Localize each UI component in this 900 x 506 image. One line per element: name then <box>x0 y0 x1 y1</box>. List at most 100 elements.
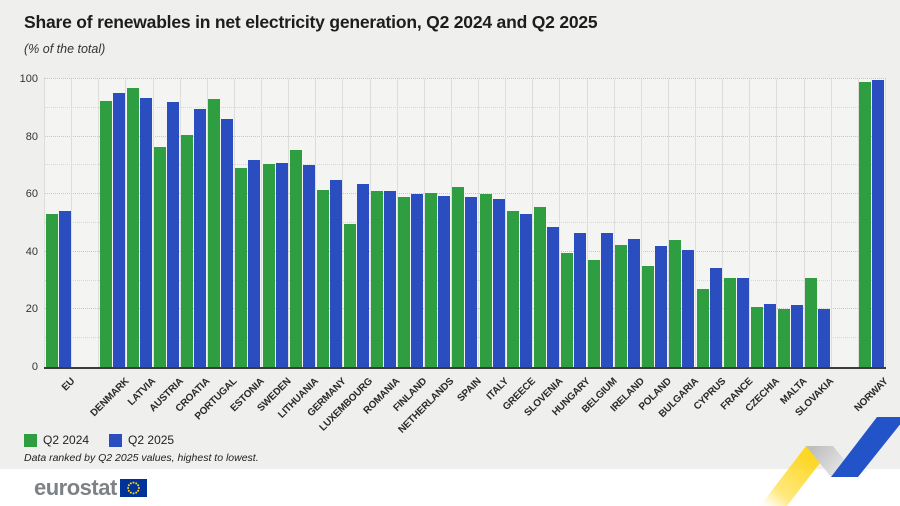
bar-q2-2025-belgium <box>601 233 614 367</box>
gridline-100 <box>44 78 886 79</box>
footer-bar: eurostat <box>0 469 900 506</box>
bar-q2-2024-slovenia <box>533 207 546 367</box>
legend-item-q2-2024: Q2 2024 <box>24 433 89 447</box>
bar-q2-2024-italy <box>479 194 492 367</box>
bar-pair <box>805 79 831 367</box>
category-slot-greece: GREECE <box>501 79 538 413</box>
category-slot-croatia: CROATIA <box>174 79 212 414</box>
category-slot-portugal: PORTUGAL <box>193 79 240 422</box>
bar-q2-2024-croatia <box>181 135 194 367</box>
bar-pair <box>642 79 668 367</box>
gridline-60 <box>44 193 886 195</box>
category-slot-belgium: BELGIUM <box>580 79 619 415</box>
bar-pair <box>126 79 152 367</box>
legend-item-q2-2025: Q2 2025 <box>109 433 174 447</box>
bar-pair <box>235 79 261 367</box>
bar-q2-2024-ireland <box>615 244 628 367</box>
bar-q2-2024-czechia <box>750 306 763 367</box>
bar-pair <box>479 79 505 367</box>
bar-pair <box>615 79 641 367</box>
legend: Q2 2024 Q2 2025 <box>24 433 174 447</box>
bar-pair <box>208 79 234 367</box>
bar-q2-2025-portugal <box>221 119 234 367</box>
eurostat-logo: eurostat <box>34 475 147 501</box>
eurostat-wordmark: eurostat <box>34 475 117 500</box>
category-slot-estonia: ESTONIA <box>229 79 267 414</box>
y-tick-80: 80 <box>25 130 38 143</box>
chart-subtitle: (% of the total) <box>24 42 106 56</box>
gridline-80 <box>44 135 886 137</box>
bar-q2-2024-austria <box>154 146 167 367</box>
gridline-40 <box>44 250 886 252</box>
bar-q2-2025-slovakia <box>818 309 831 367</box>
gridlines <box>44 78 886 367</box>
category-slot-denmark: DENMARK <box>88 79 131 419</box>
ribbon-blue-stroke <box>831 417 900 477</box>
bar-q2-2024-greece <box>506 211 519 367</box>
category-slot-eu: EU <box>44 79 77 393</box>
category-slot-slovakia: SLOVAKIA <box>794 79 836 419</box>
gridline-90 <box>44 106 886 108</box>
category-slot-cyprus: CYPRUS <box>691 79 728 412</box>
gridline-10 <box>44 337 886 339</box>
bar-q2-2024-estonia <box>235 168 248 367</box>
bar-q2-2025-finland <box>411 194 424 367</box>
category-slot-malta: MALTA <box>777 79 809 407</box>
legend-swatch-q2-2024-icon <box>24 433 37 447</box>
bar-pair <box>99 79 125 367</box>
bar-q2-2024-luxembourg <box>343 224 356 367</box>
bar-pair <box>533 79 559 367</box>
bar-pair <box>669 79 695 367</box>
bar-pair <box>45 79 71 367</box>
category-slot-norway: NORWAY <box>853 79 891 414</box>
category-slot-lithuania: LITHUANIA <box>276 79 321 421</box>
bar-pair <box>181 79 207 367</box>
category-slot-finland: FINLAND <box>392 79 429 414</box>
legend-label-q2-2024: Q2 2024 <box>43 433 90 447</box>
legend-swatch-q2-2025-icon <box>109 433 123 447</box>
bar-q2-2025-italy <box>492 198 505 367</box>
category-slot-france: FRANCE <box>719 79 755 412</box>
bar-q2-2024-belgium <box>588 260 601 367</box>
bar-q2-2025-denmark <box>112 93 125 367</box>
page-title: Share of renewables in net electricity g… <box>24 12 598 32</box>
gridline-20 <box>44 308 886 310</box>
eu-flag-icon <box>119 479 147 497</box>
category-slot-austria: AUSTRIA <box>147 79 185 414</box>
x-label-eu: EU <box>59 376 77 394</box>
bar-q2-2024-bulgaria <box>669 240 682 367</box>
bar-pair <box>154 79 180 367</box>
bar-q2-2025-sweden <box>275 162 288 367</box>
y-tick-100: 100 <box>19 73 38 85</box>
bar-q2-2025-germany <box>329 179 342 367</box>
bar-q2-2024-finland <box>398 197 411 367</box>
bar-q2-2025-greece <box>519 214 532 367</box>
bar-pair <box>560 79 586 367</box>
bar-q2-2024-romania <box>371 191 384 367</box>
category-slot-slovenia: SLOVENIA <box>522 79 565 419</box>
bar-q2-2025-spain <box>465 197 478 367</box>
bar-q2-2024-poland <box>642 266 655 367</box>
category-spacer <box>72 79 100 367</box>
gridline-70 <box>44 164 886 166</box>
bar-slots: EU DENMARK LATVIA AUSTRIA CROATIA PORTUGAL EST… <box>44 79 891 436</box>
bar-pair <box>588 79 614 367</box>
bar-q2-2025-slovenia <box>546 227 559 367</box>
bar-q2-2025-estonia <box>248 159 261 367</box>
bar-q2-2024-eu <box>45 214 58 367</box>
bar-q2-2025-romania <box>384 191 397 367</box>
bar-q2-2024-portugal <box>208 99 221 367</box>
legend-label-q2-2025: Q2 2025 <box>128 433 175 447</box>
category-slot-czechia: CZECHIA <box>744 79 782 414</box>
bar-q2-2025-lithuania <box>302 165 315 367</box>
gridline-50 <box>44 222 886 223</box>
bar-pair <box>262 79 288 367</box>
category-slot-latvia: LATVIA <box>126 79 158 408</box>
bar-q2-2025-luxembourg <box>356 184 369 367</box>
category-spacer <box>832 79 859 367</box>
bar-q2-2024-latvia <box>126 87 139 367</box>
bar-pair <box>750 79 776 367</box>
bar-pair <box>777 79 803 367</box>
y-tick-40: 40 <box>25 245 38 258</box>
category-slot-sweden: SWEDEN <box>256 79 294 414</box>
